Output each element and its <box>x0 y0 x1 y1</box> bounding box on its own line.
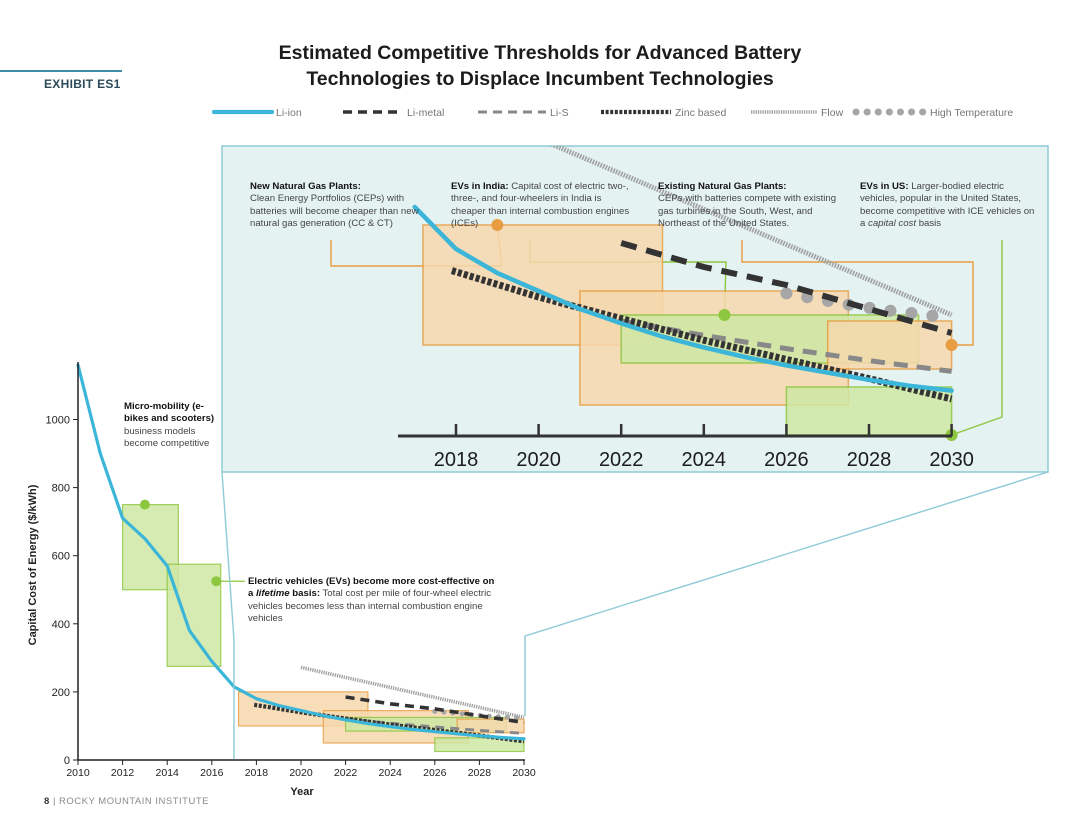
annotation-india-bold: EVs in India: <box>451 181 509 192</box>
exhibit-rule <box>0 70 122 72</box>
annotation-ev-bold: Electric vehicles (EVs) become more cost… <box>248 576 495 600</box>
annotation-micro-text: business models become competitive <box>124 425 210 450</box>
y-tick-label: 1000 <box>46 415 70 427</box>
main-series <box>76 363 527 744</box>
annotation-evs-india: EVs in India: Capital cost of electric t… <box>451 181 636 231</box>
main-series-flow <box>300 665 525 720</box>
chart-title-line1: Estimated Competitive Thresholds for Adv… <box>278 42 802 64</box>
marker-micro-mobility <box>139 499 150 510</box>
marker-ev-lifetime <box>211 576 222 587</box>
legend-label-high-temperature: High Temperature <box>930 107 1013 119</box>
x-tick-label: 2022 <box>334 767 358 779</box>
y-tick-label: 200 <box>52 687 70 699</box>
inset-series-flow <box>549 146 953 318</box>
annotation-us-bold: EVs in US: <box>860 181 909 192</box>
legend-label-zinc-based: Zinc based <box>675 107 727 119</box>
annotation-ev-bold2: basis: <box>292 588 321 600</box>
x-tick-label: 2020 <box>289 767 313 779</box>
annotation-ev-lifetime: Electric vehicles (EVs) become more cost… <box>248 576 498 626</box>
main-series-li-ion <box>76 363 526 741</box>
footer-org: | ROCKY MOUNTAIN INSTITUTE <box>52 796 209 807</box>
inset-series-li-ion <box>412 204 954 393</box>
annotation-evs-us: EVs in US: Larger-bodied electric vehicl… <box>860 181 1040 231</box>
inset-series-high-temperature <box>780 287 958 325</box>
marker-existing-gas-plants <box>718 309 731 321</box>
x-tick-label: 2030 <box>512 767 536 779</box>
exhibit-label: EXHIBIT ES1 <box>44 77 121 91</box>
marker-evs-india <box>945 339 958 351</box>
annotation-existing-gas-plants: Existing Natural Gas Plants: CEPs with ba… <box>658 181 850 231</box>
annotation-ngp-text: Clean Energy Portfolios (CEPs) with batt… <box>250 193 419 230</box>
inset-x-tick-label: 2028 <box>847 449 892 471</box>
annotation-ev-italic: lifetime <box>256 588 290 600</box>
legend: Li-ion Li-metal Li-S Zinc based Flow High Tem… <box>211 107 1013 119</box>
annotation-engp-text: CEPs with batteries compete with existin… <box>658 193 837 230</box>
x-tick-label: 2010 <box>66 767 90 779</box>
legend-label-li-metal: Li-metal <box>407 107 444 119</box>
annotation-engp-bold: Existing Natural Gas Plants: <box>658 181 787 192</box>
threshold-box-5 <box>434 737 525 753</box>
inset-x-tick-label: 2026 <box>764 449 809 471</box>
y-tick-label: 0 <box>64 755 70 767</box>
legend-label-flow: Flow <box>821 107 844 119</box>
inset-x-tick-label: 2030 <box>929 449 974 471</box>
inset-axis: 2018 2020 2022 2024 2026 2028 2030 <box>398 424 974 471</box>
inset-series-li-metal <box>620 240 953 336</box>
x-tick-label: 2018 <box>245 767 269 779</box>
y-axis-label: Capital Cost of Energy ($/kWh) <box>27 484 39 645</box>
legend-label-li-s: Li-S <box>550 107 569 119</box>
annotation-india-text: Capital cost of electric two-, three-, a… <box>451 181 630 230</box>
zoom-line-left <box>221 471 235 759</box>
x-tick-label: 2014 <box>156 767 180 779</box>
marker-new-gas-plants <box>491 219 504 231</box>
annotation-new-gas-plants: New Natural Gas Plants: Clean Energy Port… <box>250 181 428 231</box>
annotation-us-text2: basis <box>918 218 942 230</box>
chart-title: Estimated Competitive Thresholds for Adv… <box>200 40 880 92</box>
x-tick-label: 2012 <box>111 767 135 779</box>
x-tick-label: 2028 <box>468 767 492 779</box>
y-tick-label: 400 <box>52 619 70 631</box>
annotation-ev-text: Total cost per mile of four-wheel electr… <box>248 588 492 625</box>
inset-x-tick-label: 2018 <box>434 449 479 471</box>
inset-x-tick-label: 2020 <box>516 449 561 471</box>
main-axes: 0 200 400 600 800 1000 2010 2012 2014 2016 2018 202… <box>27 362 536 798</box>
main-series-li-metal <box>345 695 525 725</box>
inset-x-tick-label: 2024 <box>682 449 727 471</box>
annotation-us-text1: Larger-bodied electric vehicles, popular… <box>860 181 1035 230</box>
footer-page: 8 <box>44 796 50 807</box>
zoom-lines <box>221 471 1049 759</box>
annotation-us-italic: capital cost <box>868 218 917 230</box>
zoom-line-right <box>524 471 1049 716</box>
main-connectors <box>139 499 245 587</box>
x-tick-label: 2026 <box>423 767 447 779</box>
x-axis-label: Year <box>290 786 314 798</box>
y-tick-label: 800 <box>52 483 70 495</box>
footer: 8 | ROCKY MOUNTAIN INSTITUTE <box>44 796 209 807</box>
annotation-ngp-bold: New Natural Gas Plants: <box>250 181 361 192</box>
x-tick-label: 2024 <box>379 767 403 779</box>
annotation-micro-bold: Micro-mobility (e-bikes and scooters) <box>124 401 215 425</box>
leader-evs-us <box>951 240 1003 436</box>
annotation-micro-mobility: Micro-mobility (e-bikes and scooters) bu… <box>124 401 216 451</box>
legend-label-li-ion: Li-ion <box>276 107 302 119</box>
inset-series <box>412 146 958 403</box>
inset-panel: 2018 2020 2022 2024 2026 2028 2030 <box>221 145 1049 473</box>
x-tick-label: 2016 <box>200 767 224 779</box>
y-tick-label: 600 <box>52 551 70 563</box>
inset-x-tick-label: 2022 <box>599 449 644 471</box>
inset-markers <box>491 219 958 441</box>
leader-evs-india <box>741 240 974 346</box>
chart-title-line2: Technologies to Displace Incumbent Techn… <box>306 68 774 90</box>
